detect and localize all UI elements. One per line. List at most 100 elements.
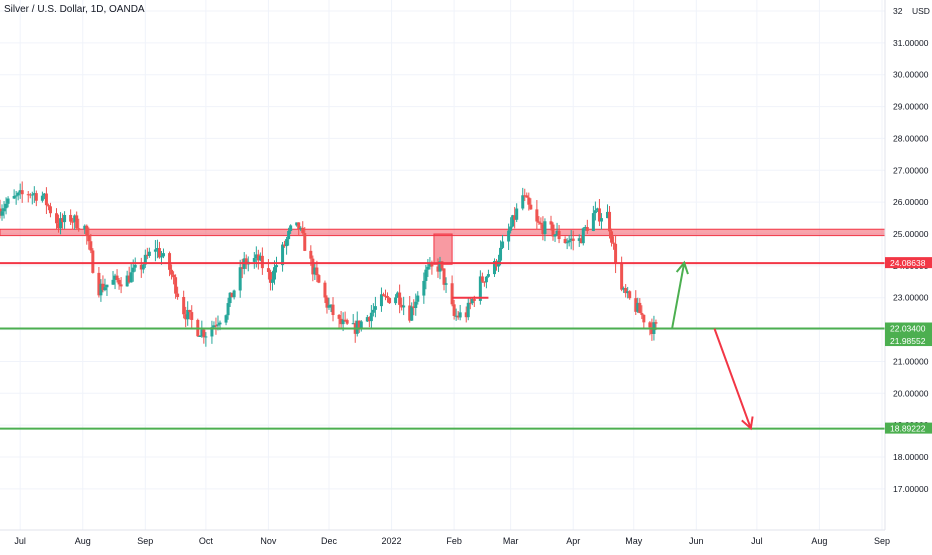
chart-title: Silver / U.S. Dollar, 1D, OANDA [4, 4, 145, 15]
candle-body [599, 218, 603, 222]
candle-body [188, 309, 192, 313]
candle-body [386, 296, 390, 298]
arrow-down-line [713, 328, 752, 429]
candle-body [315, 267, 319, 276]
candle-body [260, 255, 264, 269]
candle-body [634, 298, 638, 312]
candle-body [258, 255, 262, 261]
price-label-bg [885, 335, 932, 347]
candle-body [529, 204, 533, 210]
price-label: 22.03400 [890, 324, 926, 334]
candle-body [133, 264, 137, 268]
candle-body [210, 327, 214, 337]
candle-body [608, 211, 612, 232]
price-tick-label: 28.00000 [893, 133, 929, 143]
candle-body [202, 329, 206, 338]
candle-body [117, 279, 121, 285]
candle-body [628, 291, 632, 299]
candle-body [26, 194, 30, 196]
candle-body [170, 269, 174, 275]
candle-body [301, 227, 305, 234]
candle-body [244, 258, 248, 265]
annotations [0, 228, 886, 265]
candle-body [341, 319, 345, 325]
candle-body [537, 221, 541, 223]
candle-body [359, 321, 363, 329]
candle-body [430, 263, 434, 267]
candle-body [367, 317, 371, 322]
candle-body [606, 211, 610, 219]
candle-body [523, 195, 527, 197]
candle-body [71, 221, 75, 223]
candle-body [59, 218, 63, 229]
candle-body [614, 243, 618, 264]
candle-body [200, 329, 204, 337]
candle-body [176, 293, 180, 297]
candle-body [484, 276, 488, 283]
candle-body [515, 208, 519, 220]
candle-body [184, 314, 188, 320]
candle-body [373, 306, 377, 310]
candle-body [143, 254, 147, 265]
candle-body [466, 302, 470, 318]
candle-body [131, 267, 135, 273]
candle-body [161, 253, 165, 257]
time-tick-label: Nov [260, 536, 277, 546]
time-tick-label: Aug [811, 536, 827, 546]
candle-body [371, 309, 375, 313]
candle-body [32, 193, 36, 195]
price-tick-label: 27.00000 [893, 165, 929, 175]
candle-body [388, 297, 392, 304]
candle-body [565, 242, 569, 244]
candle-body [275, 265, 279, 268]
candle-body [426, 266, 430, 270]
candle-body [521, 195, 525, 209]
candle-body [57, 223, 61, 229]
candle-body [285, 239, 289, 247]
candle-body [472, 298, 476, 301]
price-tick-label: 17.00000 [893, 484, 929, 494]
candle-body [412, 306, 416, 308]
candle-body [464, 312, 468, 318]
candle-body [238, 267, 242, 291]
price-tick-label: 21.00000 [893, 356, 929, 366]
candle-body [323, 282, 327, 298]
candle-body [214, 325, 218, 327]
candle-body [287, 230, 291, 240]
candle-body [295, 222, 299, 226]
candle-body [539, 222, 543, 225]
candle-body [182, 296, 186, 315]
candle-body [398, 292, 402, 305]
candle-body [226, 303, 230, 316]
candle-body [365, 317, 369, 322]
candle-body [69, 214, 73, 222]
candle-body [91, 250, 95, 273]
time-tick-label: Jun [689, 536, 704, 546]
candle-body [511, 215, 515, 227]
candle-body [577, 238, 581, 241]
candle-body [525, 195, 529, 198]
candle-body [77, 228, 81, 230]
candle-body [44, 193, 48, 206]
price-tick-label: 20.00000 [893, 388, 929, 398]
candle-body [450, 283, 454, 305]
candle-body [501, 241, 505, 248]
candle-body [12, 195, 16, 199]
candle-body [458, 312, 462, 318]
candle-body [620, 263, 624, 290]
candle-body [252, 258, 256, 262]
candle-body [622, 288, 626, 290]
price-tick-label: 30.00000 [893, 70, 929, 80]
candle-body [379, 294, 383, 307]
candle-body [256, 254, 260, 261]
candle-body [329, 304, 333, 306]
candle-body [125, 275, 129, 287]
candle-body [581, 228, 585, 244]
arrow-up-line [671, 262, 686, 329]
candle-body [268, 272, 272, 283]
candle-body [444, 283, 448, 285]
candle-body [266, 268, 270, 273]
candle-body [424, 269, 428, 281]
